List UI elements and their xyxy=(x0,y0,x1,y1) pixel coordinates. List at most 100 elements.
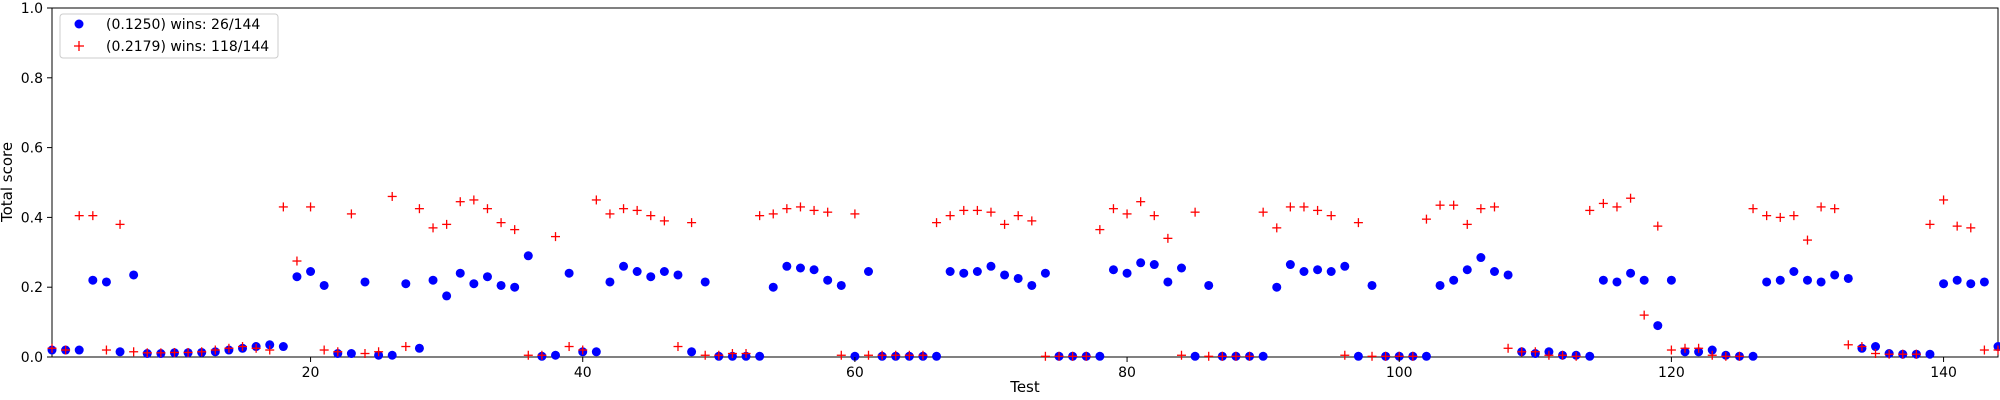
data-point-series-2 xyxy=(1489,202,1499,212)
data-point-series-2 xyxy=(1462,219,1472,229)
data-point-series-1 xyxy=(659,266,669,276)
data-point-series-1 xyxy=(687,347,697,357)
data-point-series-2 xyxy=(619,204,629,214)
data-point-series-2 xyxy=(782,204,792,214)
data-point-series-2 xyxy=(1680,343,1690,353)
data-point-series-1 xyxy=(1979,277,1989,287)
data-point-series-2 xyxy=(741,349,751,359)
data-point-series-1 xyxy=(1313,265,1323,275)
data-point-series-1 xyxy=(1830,270,1840,280)
data-point-series-1 xyxy=(1966,279,1976,289)
data-point-series-2 xyxy=(1626,193,1636,203)
data-point-series-2 xyxy=(482,204,492,214)
data-point-series-1 xyxy=(1449,275,1459,285)
data-point-series-1 xyxy=(414,343,424,353)
data-point-series-2 xyxy=(442,219,452,229)
data-point-series-2 xyxy=(1939,195,1949,205)
data-point-series-1 xyxy=(972,266,982,276)
data-point-series-2 xyxy=(1734,351,1744,361)
data-point-series-2 xyxy=(496,218,506,228)
x-axis-ticks: 20 40 60 80 100 120 140 xyxy=(302,357,1957,381)
data-point-series-1 xyxy=(482,272,492,282)
data-point-series-2 xyxy=(1381,351,1391,361)
data-point-series-1 xyxy=(360,277,370,287)
data-point-series-2 xyxy=(278,202,288,212)
data-point-series-2 xyxy=(401,342,411,352)
data-point-series-2 xyxy=(809,205,819,215)
data-point-series-2 xyxy=(1068,351,1078,361)
data-point-series-1 xyxy=(1299,266,1309,276)
data-point-series-2 xyxy=(795,202,805,212)
data-point-series-2 xyxy=(1408,351,1418,361)
data-point-series-2 xyxy=(1149,211,1159,221)
data-point-series-1 xyxy=(986,261,996,271)
data-point-series-2 xyxy=(1789,211,1799,221)
data-point-series-2 xyxy=(1775,212,1785,222)
data-point-series-2 xyxy=(1857,342,1867,352)
data-point-series-1 xyxy=(129,270,139,280)
data-point-series-1 xyxy=(1176,263,1186,273)
data-point-series-1 xyxy=(265,340,275,350)
data-point-series-1 xyxy=(469,279,479,289)
data-point-series-2 xyxy=(1299,202,1309,212)
data-point-series-1 xyxy=(1462,265,1472,275)
data-point-series-2 xyxy=(1326,211,1336,221)
data-point-series-2 xyxy=(1421,214,1431,224)
data-point-series-1 xyxy=(428,275,438,285)
data-point-series-2 xyxy=(551,232,561,242)
data-point-series-2 xyxy=(1013,211,1023,221)
data-point-series-2 xyxy=(74,211,84,221)
data-point-series-2 xyxy=(1544,350,1554,360)
data-point-series-2 xyxy=(469,195,479,205)
data-point-series-1 xyxy=(292,272,302,282)
data-point-series-1 xyxy=(1421,351,1431,361)
data-point-series-2 xyxy=(578,345,588,355)
data-point-series-1 xyxy=(1204,280,1214,290)
data-point-series-2 xyxy=(1000,219,1010,229)
data-point-series-1 xyxy=(1925,349,1935,359)
data-point-series-2 xyxy=(1966,223,1976,233)
data-point-series-2 xyxy=(251,343,261,353)
x-tick-label: 40 xyxy=(574,365,592,381)
data-point-series-2 xyxy=(101,345,111,355)
data-point-series-1 xyxy=(591,347,601,357)
data-point-series-1 xyxy=(1762,277,1772,287)
data-point-series-1 xyxy=(1272,282,1282,292)
data-point-series-1 xyxy=(1353,351,1363,361)
data-point-series-2 xyxy=(1027,216,1037,226)
data-point-series-2 xyxy=(864,350,874,360)
data-point-series-1 xyxy=(1476,253,1486,263)
data-point-series-2 xyxy=(714,350,724,360)
data-point-series-2 xyxy=(564,342,574,352)
data-point-series-2 xyxy=(333,347,343,357)
data-point-series-2 xyxy=(836,350,846,360)
data-point-series-2 xyxy=(1122,209,1132,219)
data-point-series-1 xyxy=(836,280,846,290)
data-point-series-2 xyxy=(1204,351,1214,361)
data-point-series-2 xyxy=(238,342,248,352)
data-point-series-2 xyxy=(115,219,125,229)
data-point-series-2 xyxy=(945,211,955,221)
data-point-series-2 xyxy=(1639,310,1649,320)
data-point-series-1 xyxy=(319,280,329,290)
data-point-series-2 xyxy=(1530,347,1540,357)
data-point-series-2 xyxy=(428,223,438,233)
data-point-series-2 xyxy=(632,205,642,215)
data-point-series-1 xyxy=(1013,273,1023,283)
data-point-series-2 xyxy=(523,350,533,360)
data-point-series-2 xyxy=(727,349,737,359)
legend-marker-plus xyxy=(74,41,84,51)
data-point-series-1 xyxy=(442,291,452,301)
data-point-series-1 xyxy=(1816,277,1826,287)
y-axis-ticks: 0.0 0.2 0.4 0.6 0.8 1.0 xyxy=(21,1,52,366)
data-point-series-1 xyxy=(1871,342,1881,352)
data-point-series-1 xyxy=(700,277,710,287)
data-point-series-2 xyxy=(1707,350,1717,360)
data-point-series-1 xyxy=(1666,275,1676,285)
data-point-series-2 xyxy=(877,350,887,360)
data-point-series-2 xyxy=(1040,351,1050,361)
data-point-series-1 xyxy=(101,277,111,287)
data-point-series-1 xyxy=(755,351,765,361)
data-point-series-2 xyxy=(1830,204,1840,214)
